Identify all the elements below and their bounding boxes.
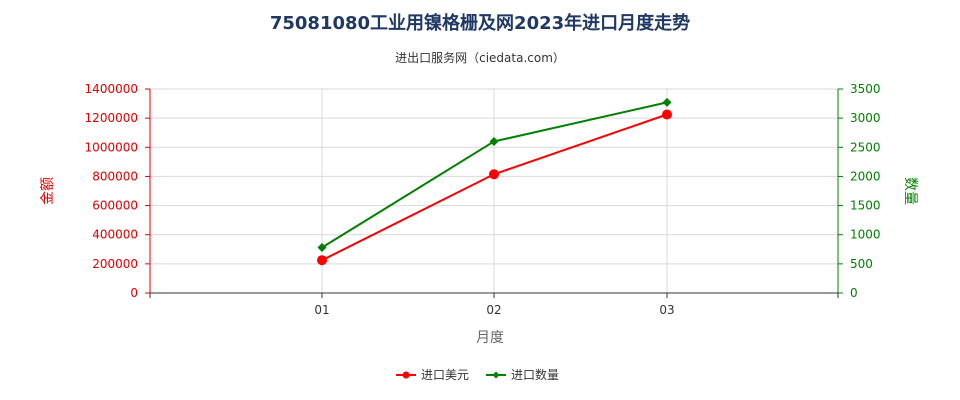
legend[interactable]: 进口美元 进口数量 [396, 367, 559, 382]
legend-label-quantity: 进口数量 [511, 367, 559, 382]
left-tick-label: 600000 [92, 199, 138, 213]
legend-label-usd: 进口美元 [421, 368, 469, 382]
left-tick-label: 200000 [92, 257, 138, 271]
left-tick-label: 1200000 [85, 111, 138, 125]
left-axis-ticks: 0 200000 400000 600000 800000 1000000 1200000 1… [85, 82, 150, 300]
right-tick-label: 1000 [850, 228, 881, 242]
chart-subtitle: 进出口服务网（ciedata.com） [395, 50, 565, 65]
legend-item-quantity[interactable]: 进口数量 [486, 367, 559, 382]
right-tick-label: 3000 [850, 111, 881, 125]
x-axis-ticks: 01 02 03 [149, 293, 839, 317]
right-axis-ticks: 0 500 1000 1500 2000 2500 3000 3500 [838, 82, 881, 300]
legend-marker-quantity [492, 371, 500, 379]
data-point-usd [317, 255, 327, 266]
right-tick-label: 0 [850, 286, 858, 300]
data-point-usd [489, 169, 499, 180]
data-point-quantity [317, 243, 327, 253]
left-tick-label: 800000 [92, 169, 138, 183]
left-tick-label: 0 [130, 286, 138, 300]
data-point-usd [662, 109, 672, 120]
x-tick-label: 03 [659, 303, 674, 317]
right-tick-label: 1500 [850, 199, 881, 213]
right-tick-label: 3500 [850, 82, 881, 96]
legend-marker-usd [402, 371, 410, 379]
data-point-quantity [489, 136, 499, 146]
chart-title: 75081080工业用镍格栅及网2023年进口月度走势 [270, 12, 690, 34]
x-tick-label: 02 [486, 303, 501, 317]
left-axis-title: 金额 [40, 177, 56, 205]
left-tick-label: 1000000 [85, 140, 138, 154]
x-tick-label: 01 [314, 303, 329, 317]
grid [150, 88, 838, 293]
right-axis-title: 数量 [902, 177, 918, 205]
left-tick-label: 400000 [92, 228, 138, 242]
right-tick-label: 500 [850, 257, 873, 271]
series-layer [317, 97, 672, 266]
right-tick-label: 2000 [850, 169, 881, 183]
legend-item-usd[interactable]: 进口美元 [396, 368, 469, 382]
left-tick-label: 1400000 [85, 82, 138, 96]
x-axis-title: 月度 [476, 330, 504, 346]
data-point-quantity [662, 97, 672, 107]
right-tick-label: 2500 [850, 140, 881, 154]
